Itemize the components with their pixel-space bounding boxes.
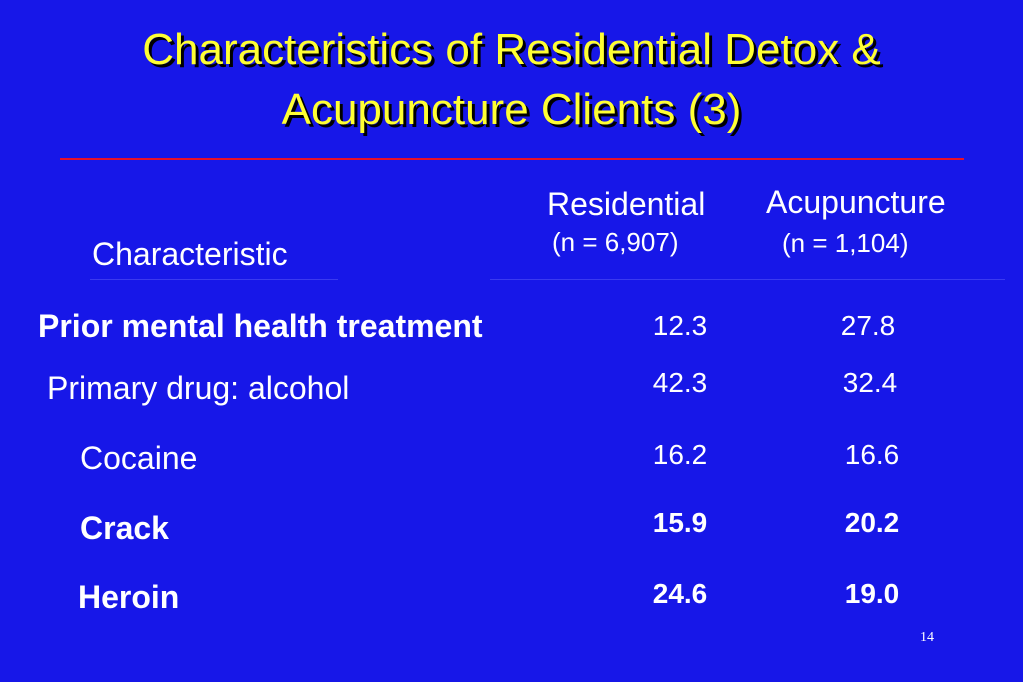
title-line: Characteristics of Residential Detox & bbox=[142, 25, 881, 74]
cell-value: 32.4 bbox=[842, 367, 898, 398]
column-header: Residential bbox=[547, 186, 706, 222]
cell-value: 15.9 bbox=[652, 507, 708, 538]
cell-value: 19.0 bbox=[844, 578, 900, 609]
row-label: Crack bbox=[80, 510, 169, 546]
row-label: Prior mental health treatment bbox=[38, 308, 483, 344]
cell-value: 42.3 bbox=[652, 367, 708, 398]
column-subheader: (n = 1,104) bbox=[782, 228, 909, 258]
cell-value: 16.6 bbox=[844, 439, 900, 470]
cell-value: 24.6 bbox=[652, 578, 708, 609]
column-subheader: (n = 6,907) bbox=[552, 227, 679, 257]
row-label: Heroin bbox=[78, 579, 180, 615]
cell-value: 20.2 bbox=[844, 507, 900, 538]
cell-value: 12.3 bbox=[652, 310, 708, 341]
title-rule bbox=[60, 158, 964, 160]
column-header: Acupuncture bbox=[766, 184, 946, 220]
header-underline bbox=[490, 279, 1005, 280]
column-header: Characteristic bbox=[92, 236, 288, 272]
header-underline bbox=[90, 279, 338, 280]
cell-value: 27.8 bbox=[840, 310, 896, 341]
page-number: 14 bbox=[920, 630, 934, 645]
row-label: Cocaine bbox=[80, 440, 198, 476]
row-label: Primary drug: alcohol bbox=[47, 370, 350, 406]
title-line: Acupuncture Clients (3) bbox=[281, 85, 742, 134]
cell-value: 16.2 bbox=[652, 439, 708, 470]
